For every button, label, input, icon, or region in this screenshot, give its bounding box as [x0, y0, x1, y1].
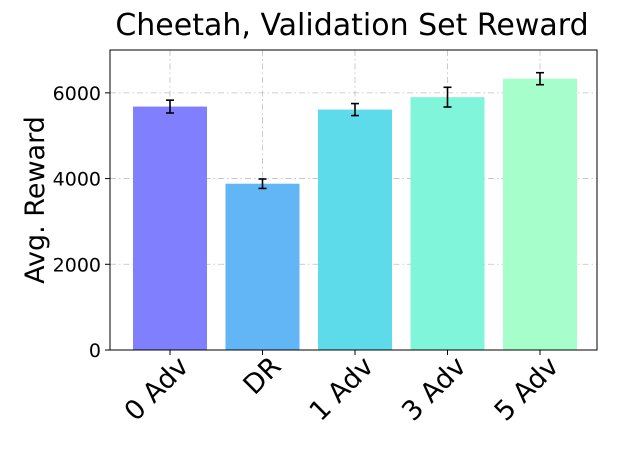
bars — [133, 78, 577, 351]
plot-frame — [109, 49, 598, 351]
y-tick-label: 4000 — [53, 169, 101, 191]
y-tick-label: 0 — [89, 340, 101, 362]
chart-title: Cheetah, Validation Set Reward — [115, 8, 588, 43]
x-tick-label: 1 Adv — [304, 351, 380, 427]
bar — [133, 106, 207, 350]
x-tick-label: 5 Adv — [489, 351, 565, 427]
bar — [503, 78, 577, 350]
error-bars — [166, 71, 544, 190]
x-tick-label: 3 Adv — [396, 351, 472, 427]
x-tick-label: 0 Adv — [119, 351, 195, 427]
x-ticks: 0 Adv DR 1 Adv 3 Adv 5 Adv — [119, 350, 565, 427]
y-tick-label: 6000 — [53, 83, 101, 105]
x-tick-label: DR — [238, 351, 288, 401]
bar — [410, 97, 485, 351]
y-tick-label: 2000 — [53, 254, 101, 276]
bar — [318, 109, 392, 350]
y-ticks: 0 2000 4000 6000 — [53, 83, 110, 362]
bar — [225, 183, 300, 350]
y-axis-label: Avg. Reward — [20, 116, 51, 284]
